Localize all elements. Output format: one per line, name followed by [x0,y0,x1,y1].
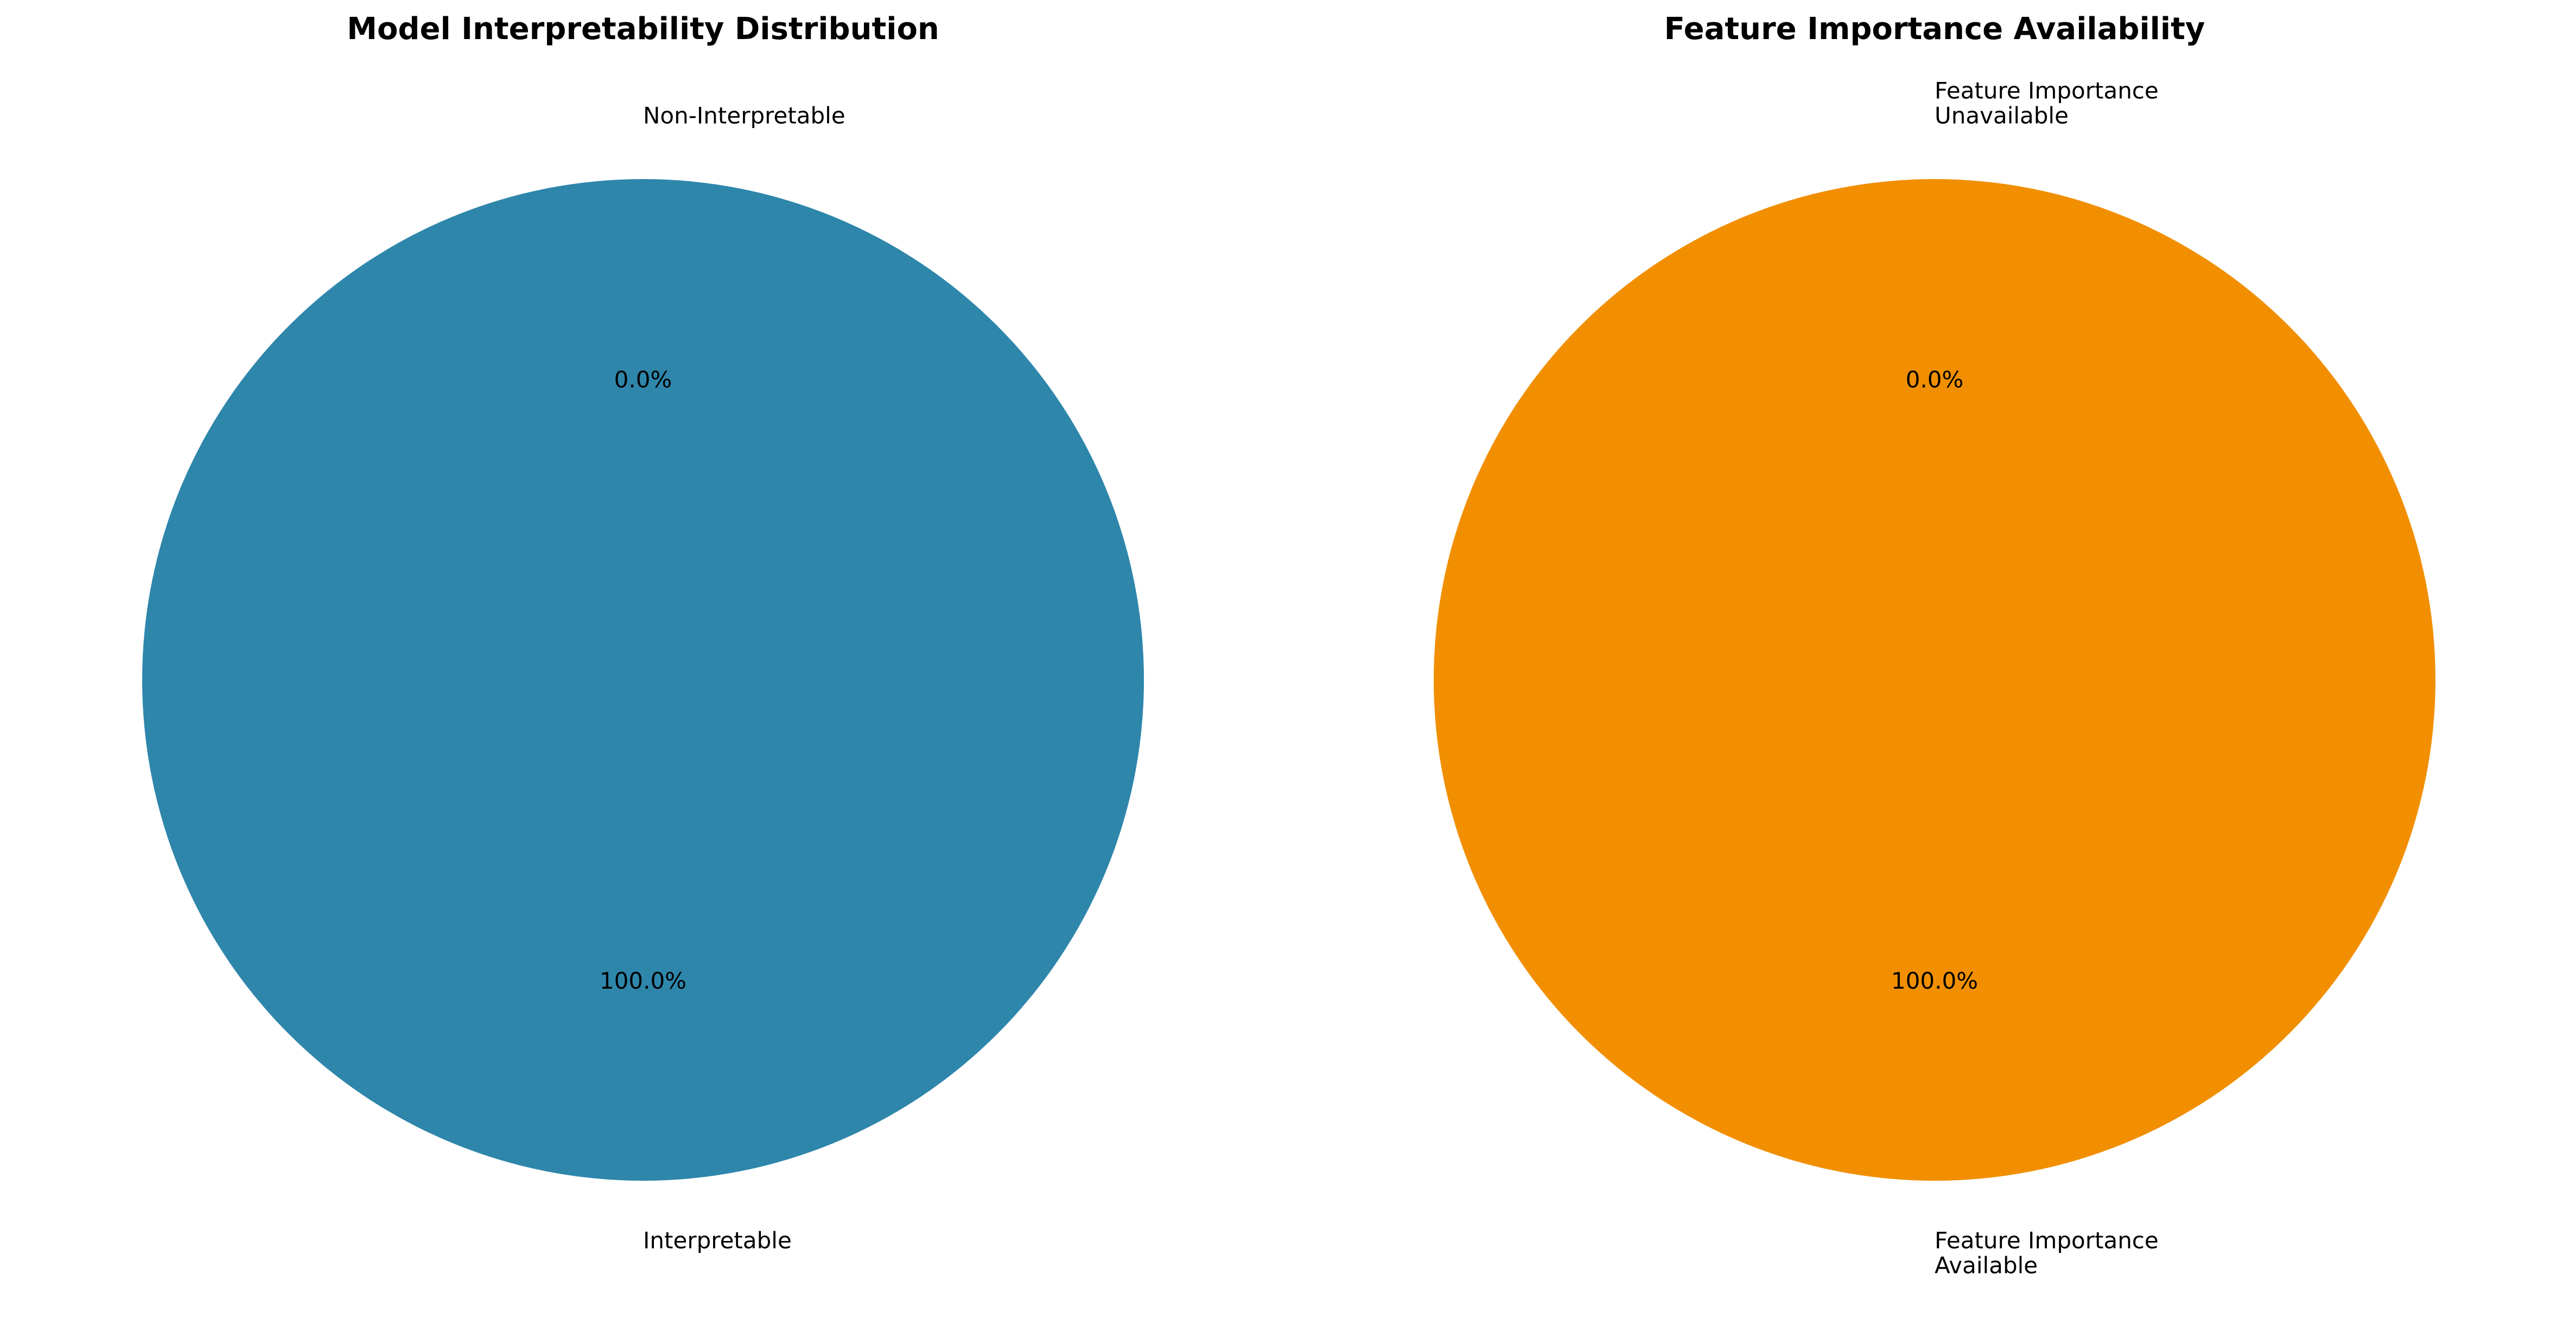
pct-label-non-interpretable: 0.0% [614,366,672,393]
slice-label-interpretable: Interpretable [643,1227,792,1253]
chart-title-interpretability: Model Interpretability Distribution [347,11,939,47]
pie-slice-interpretable [142,179,1144,1181]
slice-label-feature-importance-available: Feature Importance Available [1935,1227,2159,1278]
pie-chart-interpretability: Model Interpretability Distribution Inte… [142,11,1144,1253]
pie-labels-interpretability: Interpretable 100.0% Non-Interpretable 0.0% [600,103,845,1254]
pie-slice-feature-importance-available [1434,179,2435,1181]
pie-labels-feature-importance: Feature Importance Available 100.0% Feature… [1891,78,2159,1279]
pct-label-feature-importance-available: 100.0% [1891,967,1978,994]
pct-label-feature-importance-unavailable: 0.0% [1906,366,1964,393]
pie-chart-feature-importance: Feature Importance Availability Feature … [1434,11,2435,1278]
pie-slices-interpretability [142,179,1144,1181]
slice-label-non-interpretable: Non-Interpretable [643,103,845,129]
pie-slices-feature-importance [1434,179,2435,1181]
chart-title-feature-importance: Feature Importance Availability [1664,11,2205,47]
pct-label-interpretable: 100.0% [600,967,686,994]
slice-label-feature-importance-unavailable: Feature Importance Unavailable [1935,78,2159,129]
